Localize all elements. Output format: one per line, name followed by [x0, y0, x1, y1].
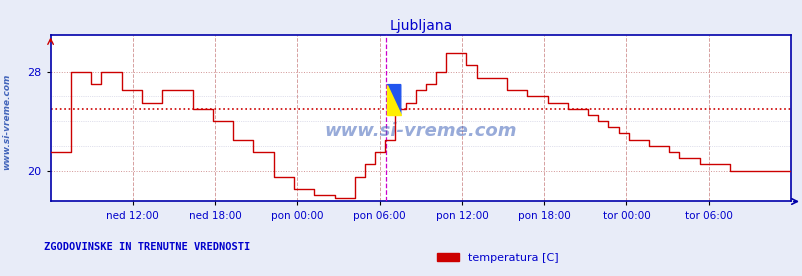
Text: ZGODOVINSKE IN TRENUTNE VREDNOSTI: ZGODOVINSKE IN TRENUTNE VREDNOSTI	[44, 242, 250, 252]
Text: www.si-vreme.com: www.si-vreme.com	[324, 122, 516, 140]
Polygon shape	[387, 84, 400, 115]
Text: www.si-vreme.com: www.si-vreme.com	[2, 73, 11, 170]
Title: Ljubljana: Ljubljana	[389, 19, 452, 33]
Polygon shape	[387, 84, 400, 115]
Legend: temperatura [C]: temperatura [C]	[432, 249, 562, 268]
